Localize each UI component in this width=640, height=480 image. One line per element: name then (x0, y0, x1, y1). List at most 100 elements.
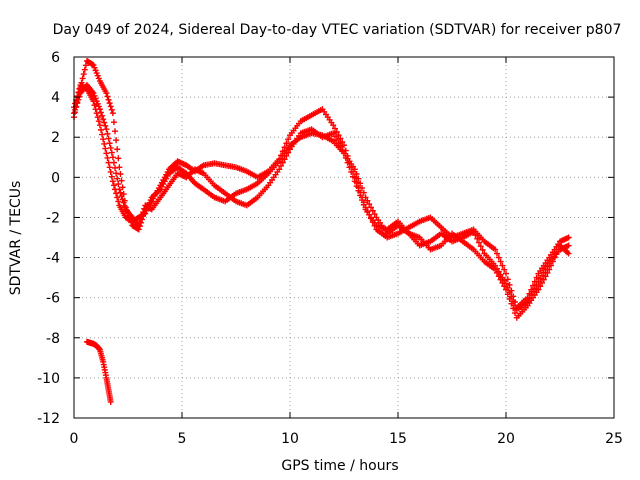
data-point (278, 162, 284, 169)
data-point (362, 194, 369, 201)
data-point (368, 204, 374, 211)
data-point (353, 170, 360, 177)
y-tick-label: -6 (46, 291, 60, 307)
series-track-b (71, 82, 572, 313)
y-tick-label: -2 (46, 210, 60, 226)
chart-title: Day 049 of 2024, Sidereal Day-to-day VTE… (53, 22, 622, 38)
data-point (98, 126, 104, 133)
data-point (501, 283, 508, 290)
data-point (546, 266, 553, 273)
data-point (279, 159, 286, 166)
data-point (492, 266, 499, 273)
data-point (504, 276, 511, 283)
y-axis-label: SDTVAR / TECUs (8, 181, 24, 296)
axis-ticks: 0 5 10 15 20 25 -12 -10 -8 -6 -4 -2 0 2 4 6 (37, 50, 623, 447)
data-point (555, 246, 562, 253)
data-point (103, 150, 110, 157)
data-point (103, 90, 110, 97)
x-tick-label: 5 (178, 431, 187, 447)
data-point (477, 243, 484, 250)
data-point (119, 196, 126, 203)
data-point (106, 100, 113, 107)
data-point (474, 235, 481, 242)
data-point (72, 106, 79, 113)
data-point (360, 189, 367, 196)
data-point (113, 170, 120, 177)
data-point (283, 152, 290, 159)
y-tick-label: 4 (51, 90, 60, 106)
data-point (110, 182, 117, 189)
data-point (339, 138, 346, 145)
data-point (112, 164, 119, 171)
data-point (359, 197, 365, 204)
data-point (335, 132, 342, 139)
x-tick-label: 15 (389, 431, 407, 447)
data-point (285, 149, 292, 156)
data-point (107, 168, 114, 175)
data-point (79, 75, 86, 82)
data-point (135, 222, 142, 229)
data-point (330, 122, 337, 129)
data-point (350, 173, 356, 180)
data-point (109, 178, 116, 185)
data-point (118, 193, 125, 200)
data-point (549, 258, 556, 265)
data-point (107, 144, 114, 151)
data-point (364, 197, 371, 204)
y-tick-label: -10 (37, 371, 60, 387)
data-point (283, 140, 290, 147)
data-point (104, 154, 111, 161)
data-point (337, 143, 344, 150)
data-point (115, 181, 122, 188)
x-tick-label: 0 (70, 431, 79, 447)
data-point (113, 137, 120, 144)
data-point (107, 398, 114, 405)
data-point (565, 234, 572, 241)
data-point (341, 142, 347, 149)
data-point (96, 106, 103, 113)
data-point (104, 130, 111, 137)
data-point (108, 173, 115, 180)
data-point (494, 269, 500, 276)
data-point (119, 184, 126, 191)
data-point (105, 135, 112, 142)
data-point (104, 93, 111, 100)
data-point (285, 136, 292, 143)
data-point (499, 262, 506, 269)
data-point (98, 109, 104, 116)
data-point (94, 114, 101, 121)
data-point (333, 136, 340, 143)
data-point (118, 177, 125, 184)
series-track-d (83, 338, 114, 405)
data-point (539, 279, 545, 286)
data-points (71, 58, 572, 405)
y-tick-label: 2 (51, 130, 60, 146)
data-point (553, 250, 560, 257)
data-point (366, 201, 373, 208)
data-point (335, 140, 342, 147)
data-point (91, 102, 98, 109)
data-point (80, 71, 87, 78)
data-point (472, 232, 479, 239)
data-point (100, 116, 107, 123)
data-point (137, 215, 144, 222)
data-point (506, 296, 513, 303)
data-point (108, 106, 115, 113)
data-point (102, 145, 109, 152)
data-point (512, 310, 518, 317)
data-point (99, 112, 106, 119)
data-point (101, 140, 108, 147)
data-point (512, 302, 518, 309)
series-track-c (71, 82, 572, 321)
grid-layer (74, 57, 614, 418)
data-point (503, 286, 509, 293)
data-point (105, 159, 112, 166)
plot-frame (73, 56, 615, 419)
data-point (351, 166, 358, 173)
data-point (355, 187, 362, 194)
data-point (369, 207, 376, 214)
data-point (115, 198, 122, 205)
data-point (548, 262, 554, 269)
data-point (109, 154, 116, 161)
data-point (75, 96, 82, 103)
